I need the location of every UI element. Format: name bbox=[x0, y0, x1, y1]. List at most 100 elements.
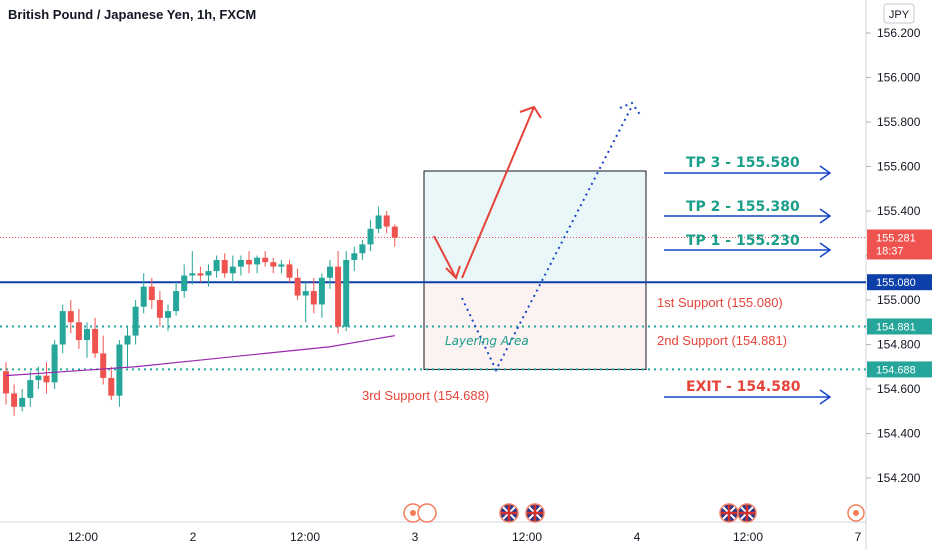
uk-flag-icon[interactable] bbox=[499, 503, 519, 523]
support1-badge-value: 155.080 bbox=[876, 277, 916, 289]
candle-body bbox=[205, 271, 212, 276]
take-profit-zone bbox=[423, 170, 647, 283]
candle-body bbox=[302, 291, 309, 296]
candle-body bbox=[375, 215, 382, 229]
event-markers bbox=[403, 503, 865, 523]
red-arrow-up-segment bbox=[461, 106, 535, 279]
candle-body bbox=[116, 344, 123, 396]
tp-arrows bbox=[664, 165, 832, 405]
candle-body bbox=[237, 259, 244, 267]
chart-title: British Pound / Japanese Yen, 1h, FXCM bbox=[8, 7, 256, 22]
y-tick-label: 155.800 bbox=[877, 115, 921, 129]
candle-body bbox=[124, 335, 131, 345]
last-price-value: 155.281 bbox=[876, 232, 916, 244]
x-tick-label: 12:00 bbox=[733, 530, 763, 544]
candle-body bbox=[310, 291, 317, 305]
candle-body bbox=[229, 266, 236, 274]
currency-label: JPY bbox=[889, 9, 910, 21]
candle-body bbox=[75, 322, 82, 341]
last-price-badge bbox=[867, 229, 932, 260]
candle-body bbox=[213, 259, 220, 272]
red-arrow-down-head bbox=[445, 265, 461, 280]
candle-body bbox=[351, 253, 358, 260]
tp3-label: TP 3 - 155.580 bbox=[686, 155, 800, 171]
event-icon[interactable] bbox=[417, 503, 437, 523]
support3-badge-value: 154.688 bbox=[876, 364, 916, 376]
candle-body bbox=[294, 277, 301, 296]
y-tick-label: 156.200 bbox=[877, 26, 921, 40]
candle-body bbox=[221, 259, 228, 274]
uk-flag-icon[interactable] bbox=[737, 503, 757, 523]
candle-body bbox=[148, 286, 155, 300]
y-tick-label: 154.200 bbox=[877, 471, 921, 485]
y-tick-label: 155.600 bbox=[877, 160, 921, 174]
support2-label: 2nd Support (154.881) bbox=[657, 333, 787, 348]
x-tick-label: 7 bbox=[855, 530, 862, 544]
red-arrow-down-segment bbox=[433, 235, 457, 279]
candle-body bbox=[19, 397, 26, 407]
candle-body bbox=[27, 380, 34, 398]
candle-body bbox=[197, 273, 204, 276]
candle-body bbox=[51, 344, 58, 383]
layering-area-label: Layering Area bbox=[445, 334, 529, 348]
candle-body bbox=[359, 244, 366, 254]
candle-body bbox=[84, 328, 90, 341]
candle-body bbox=[254, 257, 261, 265]
candle-body bbox=[343, 259, 350, 327]
blue-dotted-path bbox=[461, 105, 633, 373]
y-tick-label: 154.600 bbox=[877, 382, 921, 396]
exit-label: EXIT - 154.580 bbox=[686, 379, 801, 395]
candle-body bbox=[100, 353, 107, 378]
candle-body bbox=[35, 375, 42, 381]
candle-body bbox=[383, 215, 390, 227]
y-tick-label: 155.400 bbox=[877, 204, 921, 218]
tp2-label: TP 2 - 155.380 bbox=[686, 199, 800, 215]
red-arrow-up-head bbox=[519, 105, 542, 119]
uk-flag-icon[interactable] bbox=[719, 503, 739, 523]
candle-body bbox=[278, 264, 285, 267]
y-tick-label: 154.800 bbox=[877, 338, 921, 352]
candle-body bbox=[156, 300, 163, 318]
currency-button[interactable] bbox=[883, 3, 915, 24]
support1-label: 1st Support (155.080) bbox=[657, 295, 783, 310]
candle-body bbox=[132, 306, 139, 336]
candle-body bbox=[246, 259, 252, 265]
candle-body bbox=[108, 377, 115, 396]
time-axis[interactable]: 12:00 2 12:00 3 12:00 4 12:00 7 bbox=[68, 530, 862, 544]
blue-dotted-head bbox=[619, 101, 642, 117]
candle-body bbox=[327, 266, 333, 278]
candle-body bbox=[3, 371, 9, 394]
candle-body bbox=[286, 264, 293, 278]
zones bbox=[423, 170, 647, 370]
support2-badge-value: 154.881 bbox=[876, 321, 916, 333]
candle-body bbox=[165, 311, 171, 318]
red-projection-arrow bbox=[433, 105, 542, 280]
candle-body bbox=[92, 328, 99, 354]
x-tick-label: 12:00 bbox=[512, 530, 542, 544]
support3-badge bbox=[867, 361, 932, 378]
candle-body bbox=[270, 262, 277, 267]
x-tick-label: 12:00 bbox=[68, 530, 98, 544]
candle-body bbox=[335, 266, 342, 327]
y-tick-label: 156.000 bbox=[877, 71, 921, 85]
support2-badge bbox=[867, 318, 932, 335]
moving-average-line bbox=[5, 335, 395, 377]
tp3-arrow-head bbox=[819, 165, 832, 181]
uk-flag-icon[interactable] bbox=[525, 503, 545, 523]
candle-body bbox=[173, 291, 180, 312]
candle-body bbox=[391, 226, 398, 238]
x-tick-label: 2 bbox=[190, 530, 197, 544]
candle-body bbox=[181, 275, 188, 292]
candle-body bbox=[189, 273, 196, 276]
y-tick-label: 154.400 bbox=[877, 427, 921, 441]
x-tick-label: 4 bbox=[634, 530, 641, 544]
event-icon[interactable] bbox=[847, 504, 865, 522]
price-badges: 155.281 18:37 155.080 154.881 154.688 bbox=[867, 229, 932, 378]
tp2-arrow-head bbox=[819, 208, 832, 224]
blue-projection-arrow bbox=[461, 101, 642, 373]
candle-body bbox=[318, 277, 325, 305]
candle-body bbox=[67, 311, 74, 323]
support3-label: 3rd Support (154.688) bbox=[362, 388, 489, 403]
tp1-arrow-head bbox=[819, 242, 832, 258]
